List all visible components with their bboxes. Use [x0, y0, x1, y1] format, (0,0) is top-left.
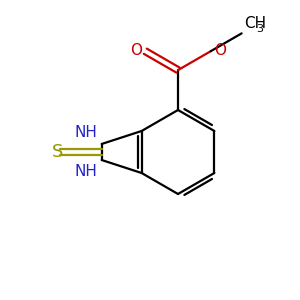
Text: NH: NH: [75, 164, 98, 179]
Text: O: O: [214, 43, 226, 58]
Text: 3: 3: [257, 24, 264, 34]
Text: NH: NH: [75, 125, 98, 140]
Text: S: S: [52, 143, 63, 161]
Text: O: O: [130, 43, 142, 58]
Text: CH: CH: [244, 16, 266, 31]
